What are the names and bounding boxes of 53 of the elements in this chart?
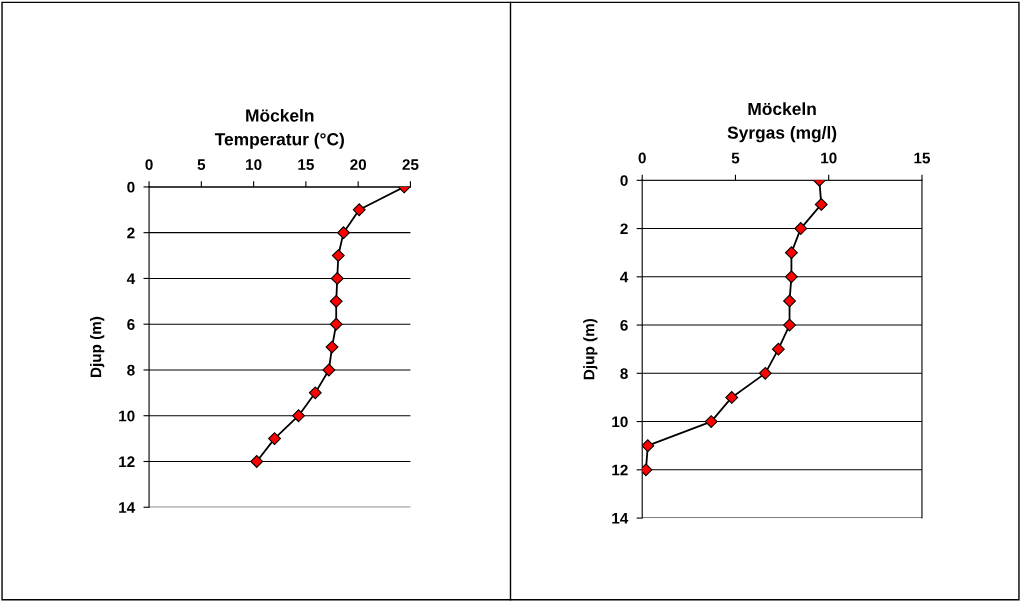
- y-axis-title: Djup (m): [583, 318, 598, 380]
- point: [268, 432, 281, 446]
- point: [642, 439, 655, 453]
- point: [784, 270, 798, 284]
- y-axis-title: Djup (m): [90, 316, 105, 378]
- y-tick-label: 6: [127, 319, 135, 330]
- chart-title: Möckeln Temperatur (°C): [214, 108, 344, 149]
- y-tick-label: 10: [119, 410, 135, 422]
- point: [331, 249, 345, 263]
- y-tick-label: 14: [119, 502, 136, 513]
- x-tick-label: 20: [350, 159, 367, 170]
- y-tick-label: 0: [127, 181, 135, 193]
- x-tick-label: 5: [731, 152, 740, 164]
- y-tick-label: 10: [612, 416, 628, 428]
- point: [784, 246, 798, 260]
- point: [325, 340, 339, 354]
- x-tick-label: 15: [914, 152, 931, 164]
- y-tick-label: 4: [126, 273, 136, 284]
- y-tick-label: 12: [119, 456, 135, 468]
- point: [337, 226, 350, 240]
- x-tick-label: 0: [145, 159, 153, 170]
- x-tick-label: 25: [402, 159, 419, 170]
- point: [783, 318, 796, 332]
- y-tick-label: 2: [127, 227, 135, 239]
- x-tick-label: 0: [638, 152, 646, 164]
- point: [814, 197, 828, 211]
- y-tick-label: 6: [620, 319, 628, 331]
- point: [758, 366, 772, 380]
- point: [725, 390, 739, 404]
- point: [330, 271, 344, 285]
- x-tick-label: 15: [298, 159, 314, 170]
- point: [329, 317, 343, 331]
- x-tick-label: 10: [821, 152, 837, 164]
- point: [329, 294, 343, 308]
- point: [783, 294, 796, 308]
- y-tick-label: 8: [620, 368, 628, 379]
- point: [322, 363, 336, 377]
- chart-title: Möckeln Syrgas (mg/l): [727, 102, 837, 143]
- y-tick-label: 0: [620, 175, 628, 186]
- y-tick-label: 12: [612, 464, 628, 476]
- x-tick-label: 10: [246, 159, 262, 170]
- point: [292, 409, 306, 423]
- point: [794, 222, 808, 235]
- point: [704, 415, 718, 429]
- point: [250, 455, 264, 468]
- y-tick-label: 4: [620, 271, 629, 283]
- y-tick-label: 8: [127, 364, 135, 376]
- x-tick-label: 5: [197, 159, 206, 170]
- point: [771, 342, 785, 356]
- point: [352, 203, 366, 217]
- y-tick-label: 2: [620, 223, 628, 235]
- point: [308, 386, 322, 400]
- y-tick-label: 14: [612, 513, 629, 524]
